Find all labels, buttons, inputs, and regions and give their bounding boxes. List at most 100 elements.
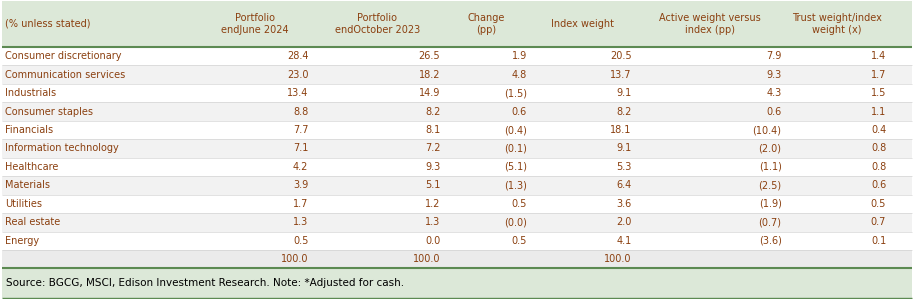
Text: 5.3: 5.3 [616, 162, 632, 172]
Text: (% unless stated): (% unless stated) [5, 19, 90, 29]
Text: 13.4: 13.4 [287, 88, 308, 98]
Text: (0.4): (0.4) [504, 125, 526, 135]
Text: 3.9: 3.9 [293, 180, 308, 190]
Text: (0.1): (0.1) [504, 144, 526, 153]
Text: (10.4): (10.4) [752, 125, 781, 135]
Bar [2, 231, 912, 250]
Text: 100.0: 100.0 [604, 254, 632, 264]
Text: 1.2: 1.2 [425, 199, 441, 209]
Text: 6.4: 6.4 [616, 180, 632, 190]
Text: Trust weight/index
weight (x): Trust weight/index weight (x) [792, 13, 882, 35]
Text: 0.1: 0.1 [871, 236, 887, 246]
Text: 0.4: 0.4 [871, 125, 887, 135]
Text: 0.6: 0.6 [871, 180, 887, 190]
Text: 8.2: 8.2 [616, 106, 632, 117]
Text: 0.6: 0.6 [766, 106, 781, 117]
Text: 7.2: 7.2 [425, 144, 441, 153]
Text: (3.6): (3.6) [759, 236, 781, 246]
Text: 5.1: 5.1 [425, 180, 441, 190]
Text: 7.9: 7.9 [766, 51, 781, 61]
Text: 0.5: 0.5 [512, 236, 526, 246]
Text: 4.8: 4.8 [512, 70, 526, 80]
Text: (5.1): (5.1) [504, 162, 526, 172]
Text: 23.0: 23.0 [287, 70, 308, 80]
Text: 4.1: 4.1 [616, 236, 632, 246]
Text: Real estate: Real estate [5, 217, 60, 227]
Text: 0.7: 0.7 [871, 217, 887, 227]
Text: 3.6: 3.6 [616, 199, 632, 209]
Text: Healthcare: Healthcare [5, 162, 58, 172]
Text: Portfolio
endOctober 2023: Portfolio endOctober 2023 [335, 13, 420, 35]
Bar [2, 195, 912, 213]
Bar [2, 158, 912, 176]
Text: Consumer staples: Consumer staples [5, 106, 93, 117]
Bar [2, 47, 912, 65]
Text: 2.0: 2.0 [616, 217, 632, 227]
Bar [2, 213, 912, 231]
Text: 4.2: 4.2 [293, 162, 308, 172]
Bar [2, 1, 912, 47]
Text: 1.4: 1.4 [871, 51, 887, 61]
Bar [2, 102, 912, 121]
Text: 0.5: 0.5 [293, 236, 308, 246]
Text: 9.1: 9.1 [616, 88, 632, 98]
Text: 0.6: 0.6 [512, 106, 526, 117]
Text: Materials: Materials [5, 180, 50, 190]
Text: 1.7: 1.7 [293, 199, 308, 209]
Text: 26.5: 26.5 [419, 51, 441, 61]
Text: (1.3): (1.3) [504, 180, 526, 190]
Text: 18.1: 18.1 [610, 125, 632, 135]
Text: 1.9: 1.9 [512, 51, 526, 61]
Text: 7.1: 7.1 [293, 144, 308, 153]
Text: 0.8: 0.8 [871, 144, 887, 153]
Text: 0.8: 0.8 [871, 162, 887, 172]
Bar [2, 268, 912, 298]
Text: (0.7): (0.7) [759, 217, 781, 227]
Text: Communication services: Communication services [5, 70, 125, 80]
Text: 100.0: 100.0 [413, 254, 441, 264]
Text: 13.7: 13.7 [610, 70, 632, 80]
Text: 9.1: 9.1 [616, 144, 632, 153]
Text: Change
(pp): Change (pp) [468, 13, 505, 35]
Text: (2.5): (2.5) [759, 180, 781, 190]
Text: 1.5: 1.5 [871, 88, 887, 98]
Text: 4.3: 4.3 [766, 88, 781, 98]
Text: 1.7: 1.7 [871, 70, 887, 80]
Text: Utilities: Utilities [5, 199, 42, 209]
Text: Consumer discretionary: Consumer discretionary [5, 51, 122, 61]
Text: 8.2: 8.2 [425, 106, 441, 117]
Text: Information technology: Information technology [5, 144, 119, 153]
Text: (1.9): (1.9) [759, 199, 781, 209]
Bar [2, 121, 912, 139]
Text: Financials: Financials [5, 125, 53, 135]
Text: 7.7: 7.7 [292, 125, 308, 135]
Text: 18.2: 18.2 [419, 70, 441, 80]
Bar [2, 65, 912, 84]
Text: 8.8: 8.8 [293, 106, 308, 117]
Text: 14.9: 14.9 [419, 88, 441, 98]
Bar [2, 250, 912, 268]
Text: Source: BGCG, MSCI, Edison Investment Research. Note: *Adjusted for cash.: Source: BGCG, MSCI, Edison Investment Re… [6, 278, 404, 288]
Text: (1.5): (1.5) [504, 88, 526, 98]
Text: (2.0): (2.0) [759, 144, 781, 153]
Text: 8.1: 8.1 [425, 125, 441, 135]
Text: 28.4: 28.4 [287, 51, 308, 61]
Text: Active weight versus
index (pp): Active weight versus index (pp) [659, 13, 760, 35]
Text: 20.5: 20.5 [610, 51, 632, 61]
Text: 0.5: 0.5 [871, 199, 887, 209]
Bar [2, 84, 912, 102]
Bar [2, 139, 912, 158]
Bar [2, 176, 912, 195]
Text: 1.3: 1.3 [425, 217, 441, 227]
Text: 0.5: 0.5 [512, 199, 526, 209]
Text: Industrials: Industrials [5, 88, 56, 98]
Text: 9.3: 9.3 [766, 70, 781, 80]
Text: Portfolio
endJune 2024: Portfolio endJune 2024 [220, 13, 288, 35]
Text: 9.3: 9.3 [425, 162, 441, 172]
Text: 100.0: 100.0 [281, 254, 308, 264]
Text: (1.1): (1.1) [759, 162, 781, 172]
Text: (0.0): (0.0) [504, 217, 526, 227]
Text: 1.3: 1.3 [293, 217, 308, 227]
Text: Index weight: Index weight [550, 19, 613, 29]
Text: Energy: Energy [5, 236, 39, 246]
